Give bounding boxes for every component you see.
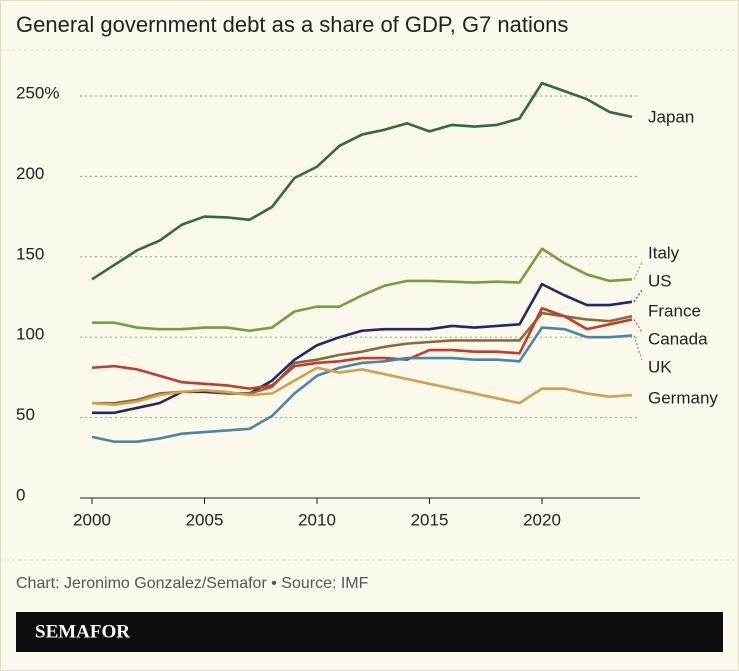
series-label: UK (648, 357, 672, 376)
series-line (91, 81, 633, 281)
brand-bar (16, 612, 723, 652)
series-line (91, 326, 633, 444)
series-label: Italy (648, 243, 680, 262)
y-tick-label: 200 (16, 164, 44, 183)
x-tick-label: 2005 (186, 510, 224, 529)
series-label: Germany (648, 388, 718, 407)
series-label: US (648, 271, 672, 290)
series-line (92, 247, 633, 333)
y-tick-label: 50 (16, 405, 35, 424)
x-tick-label: 2015 (411, 510, 449, 529)
y-tick-label: 250% (16, 83, 59, 102)
series-label: Japan (648, 107, 694, 126)
brand: SEMAFOR (35, 621, 130, 642)
x-tick-label: 2020 (523, 510, 561, 529)
y-tick-label: 100 (16, 325, 44, 344)
leader-line (633, 335, 643, 361)
source: Chart: Jeronimo Gonzalez/Semafor • Sourc… (16, 575, 369, 592)
chart-title: General government debt as a share of GD… (16, 12, 568, 37)
leader-line (633, 319, 643, 333)
y-tick-label: 150 (16, 244, 44, 263)
series-line (91, 366, 633, 407)
series-label: Canada (648, 329, 708, 348)
leader-line (633, 261, 643, 280)
x-tick-label: 2010 (298, 510, 336, 529)
series-line (91, 306, 633, 390)
y-tick-label: 0 (16, 485, 25, 504)
x-tick-label: 2000 (73, 510, 111, 529)
series-label: France (648, 301, 701, 320)
